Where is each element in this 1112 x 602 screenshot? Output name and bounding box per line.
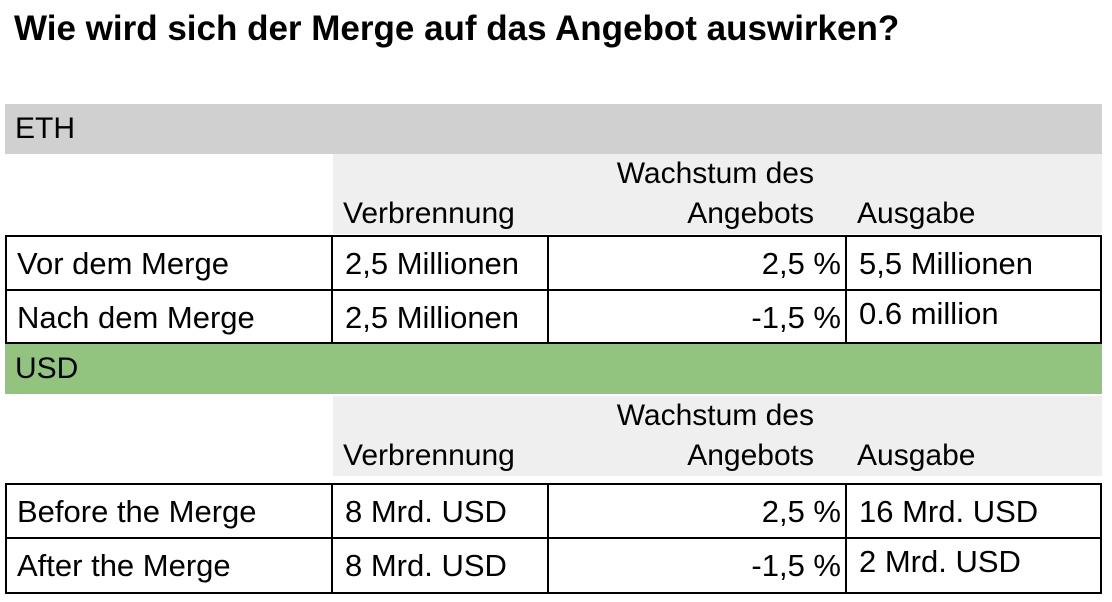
issuance-value: 5,5 Millionen <box>847 237 1102 291</box>
section-band-usd: USD <box>5 344 1102 394</box>
row-divider <box>5 592 1102 594</box>
row-label: Vor dem Merge <box>5 237 333 291</box>
row-divider <box>5 483 1102 485</box>
column-header-row-usd: Verbrennung Wachstum des Angebots Ausgab… <box>333 396 1102 476</box>
burn-value: 8 Mrd. USD <box>333 539 549 593</box>
column-header-issuance: Ausgabe <box>857 439 976 472</box>
growth-value: -1,5 % <box>549 539 847 593</box>
issuance-value: 16 Mrd. USD <box>847 485 1102 539</box>
column-header-row-eth: Verbrennung Wachstum des Angebots Ausgab… <box>333 154 1102 234</box>
burn-value: 2,5 Millionen <box>333 291 549 345</box>
growth-value: 2,5 % <box>549 237 847 291</box>
row-label: Nach dem Merge <box>5 291 333 345</box>
column-header-growth: Wachstum des Angebots <box>616 399 814 472</box>
section-band-eth: ETH <box>5 104 1102 154</box>
growth-value: -1,5 % <box>549 291 847 345</box>
column-header-growth: Wachstum des Angebots <box>616 157 814 230</box>
issuance-value: 0.6 million <box>847 291 1102 345</box>
row-divider <box>5 289 1102 291</box>
growth-value: 2,5 % <box>549 485 847 539</box>
burn-value: 8 Mrd. USD <box>333 485 549 539</box>
page-title: Wie wird sich der Merge auf das Angebot … <box>14 9 900 48</box>
table-row: Before the Merge 8 Mrd. USD 2,5 % 16 Mrd… <box>5 485 1102 539</box>
row-divider <box>5 537 1102 539</box>
row-label: Before the Merge <box>5 485 333 539</box>
burn-value: 2,5 Millionen <box>333 237 549 291</box>
table-row: Nach dem Merge 2,5 Millionen -1,5 % 0.6 … <box>5 291 1102 345</box>
column-header-burn: Verbrennung <box>343 439 515 472</box>
column-header-burn: Verbrennung <box>343 197 515 230</box>
column-header-issuance: Ausgabe <box>857 197 976 230</box>
row-divider <box>5 342 1102 344</box>
table-row: After the Merge 8 Mrd. USD -1,5 % 2 Mrd.… <box>5 539 1102 593</box>
issuance-value: 2 Mrd. USD <box>847 539 1102 593</box>
table-row: Vor dem Merge 2,5 Millionen 2,5 % 5,5 Mi… <box>5 237 1102 291</box>
row-label: After the Merge <box>5 539 333 593</box>
row-divider <box>5 235 1102 237</box>
